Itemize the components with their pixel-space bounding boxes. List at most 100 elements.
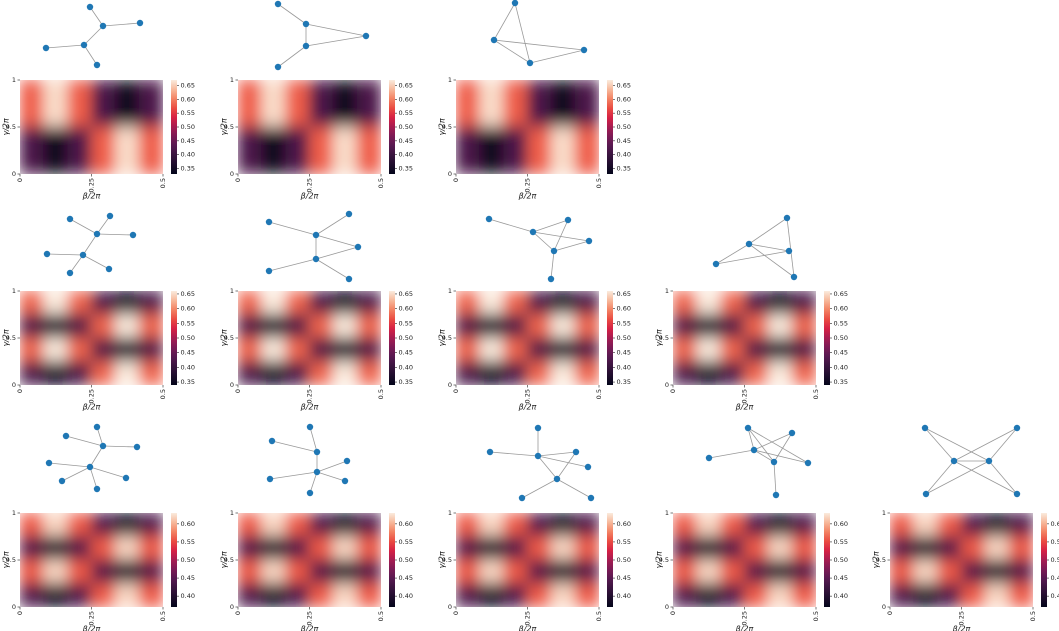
heatmap-cell: [574, 513, 599, 537]
heatmap-cell: [913, 559, 939, 584]
x-tick-label: 0.25: [958, 611, 966, 625]
heatmap-cell: [309, 513, 334, 537]
graph-edge: [45, 44, 85, 49]
heatmap-cell: [744, 291, 769, 315]
colorbar: [824, 291, 830, 385]
x-tick-label: 0.25: [524, 389, 532, 403]
colorbar-tick-label: 0.55: [834, 319, 848, 327]
colorbar-tick-label: 0.55: [181, 109, 195, 117]
y-tick-label: 0.5: [6, 334, 16, 342]
y-tick-label: 0: [12, 381, 16, 389]
x-tick-label: 0.25: [524, 178, 532, 192]
heatmap-cell: [937, 583, 962, 607]
colorbar: [607, 80, 613, 174]
graph-edge: [315, 234, 359, 248]
heatmap-cell: [261, 513, 287, 537]
heatmap-cell: [67, 583, 92, 607]
y-tick-label: 1: [12, 76, 16, 84]
x-tick-label: 0.5: [159, 389, 167, 399]
x-axis-label: β/2π: [952, 625, 971, 631]
x-axis-label: β/2π: [735, 625, 754, 631]
colorbar-tick-label: 0.45: [834, 349, 848, 357]
graph-node: [750, 446, 758, 454]
graph-edge: [748, 217, 788, 245]
y-tick-label: 1: [448, 76, 452, 84]
heatmap-cell: [791, 536, 816, 561]
x-axis-label: β/2π: [518, 192, 537, 201]
colorbar-tick-label: 0.40: [617, 363, 631, 371]
heatmap-cell: [503, 103, 528, 128]
heatmap-cell: [527, 80, 552, 104]
colorbar-tick-label: 0.55: [617, 538, 631, 546]
colorbar-tick-label: 0.60: [1051, 520, 1059, 528]
colorbar-tick-label: 0.45: [181, 137, 195, 145]
heatmap: [20, 513, 163, 607]
heatmap-cell: [332, 337, 358, 362]
colorbar-tick-label: 0.60: [181, 95, 195, 103]
graph-edge: [269, 471, 318, 480]
heatmap-cell: [43, 536, 69, 561]
x-tick-label: 0: [16, 611, 24, 615]
graph-node: [274, 63, 282, 71]
heatmap-cell: [238, 583, 263, 607]
graph-node: [1013, 490, 1021, 498]
y-tick-label: 1: [448, 287, 452, 295]
heatmap-cell: [20, 513, 45, 537]
heatmap-cell: [285, 361, 310, 385]
heatmap-cell: [503, 126, 528, 151]
heatmap-cells: [456, 291, 599, 385]
graph-edge: [309, 471, 318, 494]
heatmap-cell: [91, 536, 116, 561]
heatmap-cell: [720, 513, 745, 537]
colorbar-tick-label: 0.40: [181, 151, 195, 159]
y-tick-label: 0: [230, 603, 234, 611]
heatmap-cell: [456, 536, 481, 561]
heatmap-cell: [91, 559, 116, 584]
heatmap-cell: [1008, 559, 1033, 584]
colorbar-tick-label: 0.65: [399, 290, 413, 298]
graph-node: [274, 0, 282, 8]
heatmap-cell: [961, 513, 986, 537]
heatmap-cell: [138, 337, 163, 362]
heatmap-cells: [20, 291, 163, 385]
y-tick-label: 0: [230, 381, 234, 389]
heatmap-cell: [767, 314, 793, 339]
heatmap-cell: [456, 337, 481, 362]
y-tick-label: 1: [448, 509, 452, 517]
heatmap-cell: [696, 536, 722, 561]
heatmap-cell: [673, 314, 698, 339]
heatmap-cell: [574, 150, 599, 174]
graph-edge: [753, 449, 809, 464]
heatmap-cell: [67, 80, 92, 104]
graph-edge: [65, 435, 104, 447]
heatmap-cell: [503, 337, 528, 362]
graph-node: [99, 442, 107, 450]
y-axis-label: γ/2π: [220, 551, 229, 569]
colorbar-tick-label: 0.45: [399, 137, 413, 145]
graph-node: [950, 457, 958, 465]
colorbar-tick-label: 0.45: [617, 349, 631, 357]
colorbar-tick-label: 0.50: [181, 556, 195, 564]
heatmap-cell: [574, 314, 599, 339]
heatmap-cell: [91, 361, 116, 385]
heatmap-cell: [550, 361, 576, 385]
heatmap-cell: [890, 536, 915, 561]
heatmap-cell: [285, 103, 310, 128]
heatmap-cell: [503, 150, 528, 174]
colorbar-tick-label: 0.55: [617, 109, 631, 117]
heatmap-cell: [456, 314, 481, 339]
heatmap-cell: [503, 513, 528, 537]
colorbar-tick-label: 0.55: [181, 538, 195, 546]
heatmap-cell: [673, 361, 698, 385]
colorbar-tick-label: 0.40: [181, 363, 195, 371]
heatmap: [890, 513, 1033, 607]
heatmap-cell: [791, 291, 816, 315]
graph-edge: [925, 460, 955, 495]
heatmap: [238, 513, 381, 607]
graph-edge: [89, 466, 127, 479]
colorbar-tick-label: 0.40: [617, 151, 631, 159]
graph-edge: [537, 455, 589, 468]
colorbar-tick-label: 0.50: [617, 334, 631, 342]
graph-edge: [988, 427, 1018, 462]
heatmap-cell: [43, 314, 69, 339]
